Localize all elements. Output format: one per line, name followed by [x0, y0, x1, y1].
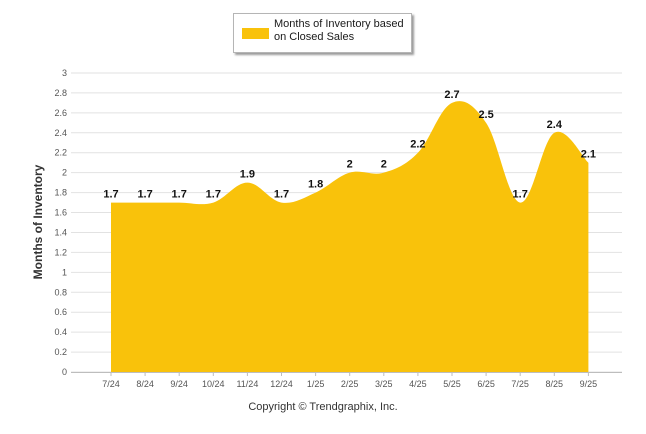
data-label: 1.7: [513, 189, 528, 201]
y-tick-label: 2.6: [54, 108, 67, 118]
x-tick-label: 2/25: [341, 379, 359, 389]
legend-swatch: [242, 28, 269, 39]
data-label: 1.7: [137, 189, 152, 201]
series-area: [111, 101, 589, 373]
x-axis-ticks: 7/24 8/24 9/24 10/24 11/24 12/24 1/25 2/25 3/25 4…: [102, 372, 597, 389]
y-tick-label: 1: [62, 267, 67, 277]
y-tick-label: 2.2: [54, 148, 67, 158]
y-tick-label: 2.4: [54, 128, 67, 138]
data-label: 1.7: [206, 189, 221, 201]
data-label: 2.7: [444, 89, 459, 101]
y-tick-label: 2.8: [54, 88, 67, 98]
x-tick-label: 8/24: [136, 379, 154, 389]
y-tick-label: 0.4: [54, 327, 67, 337]
y-tick-label: 0.6: [54, 307, 67, 317]
x-tick-label: 3/25: [375, 379, 393, 389]
x-tick-label: 10/24: [202, 379, 225, 389]
x-tick-label: 12/24: [270, 379, 293, 389]
data-label: 2.1: [581, 149, 596, 161]
x-tick-label: 6/25: [477, 379, 495, 389]
legend: Months of Inventory based on Closed Sale…: [233, 13, 412, 53]
data-label: 2: [381, 159, 387, 171]
data-label: 1.7: [172, 189, 187, 201]
x-tick-label: 7/25: [511, 379, 529, 389]
x-tick-label: 5/25: [443, 379, 461, 389]
y-tick-label: 1.6: [54, 208, 67, 218]
y-tick-label: 2: [62, 168, 67, 178]
data-label: 2.2: [410, 139, 425, 151]
x-tick-label: 8/25: [546, 379, 564, 389]
y-tick-label: 0: [62, 367, 67, 377]
data-label: 1.9: [240, 169, 255, 181]
data-label: 2.4: [547, 119, 563, 131]
y-tick-label: 0.2: [54, 347, 67, 357]
x-tick-label: 11/24: [236, 379, 258, 389]
x-tick-label: 9/24: [170, 379, 188, 389]
y-tick-label: 3: [62, 68, 67, 78]
y-tick-label: 0.8: [54, 287, 67, 297]
copyright-text: Copyright © Trendgraphix, Inc.: [248, 401, 398, 413]
data-label: 1.8: [308, 179, 323, 191]
y-tick-label: 1.8: [54, 188, 67, 198]
data-label: 2: [347, 159, 353, 171]
data-label: 1.7: [103, 189, 118, 201]
data-label: 2.5: [478, 109, 493, 121]
x-tick-label: 1/25: [307, 379, 325, 389]
y-axis-label: Months of Inventory: [31, 164, 45, 279]
x-tick-label: 4/25: [409, 379, 427, 389]
data-labels: 1.7 1.7 1.7 1.7 1.9 1.7 1.8 2 2 2.2 2.7 2.5 1.7 2.4 2.…: [103, 89, 596, 201]
y-tick-label: 1.2: [54, 247, 67, 257]
data-label: 1.7: [274, 189, 289, 201]
y-axis-ticks: 0 0.2 0.4 0.6 0.8 1 1.2 1.4 1.6 1.8 2 2.2 2.4 2.6 2.8 3: [54, 68, 67, 377]
y-tick-label: 1.4: [54, 227, 67, 237]
x-tick-label: 9/25: [580, 379, 598, 389]
x-tick-label: 7/24: [102, 379, 120, 389]
legend-label: Months of Inventory based on Closed Sale…: [274, 18, 404, 43]
